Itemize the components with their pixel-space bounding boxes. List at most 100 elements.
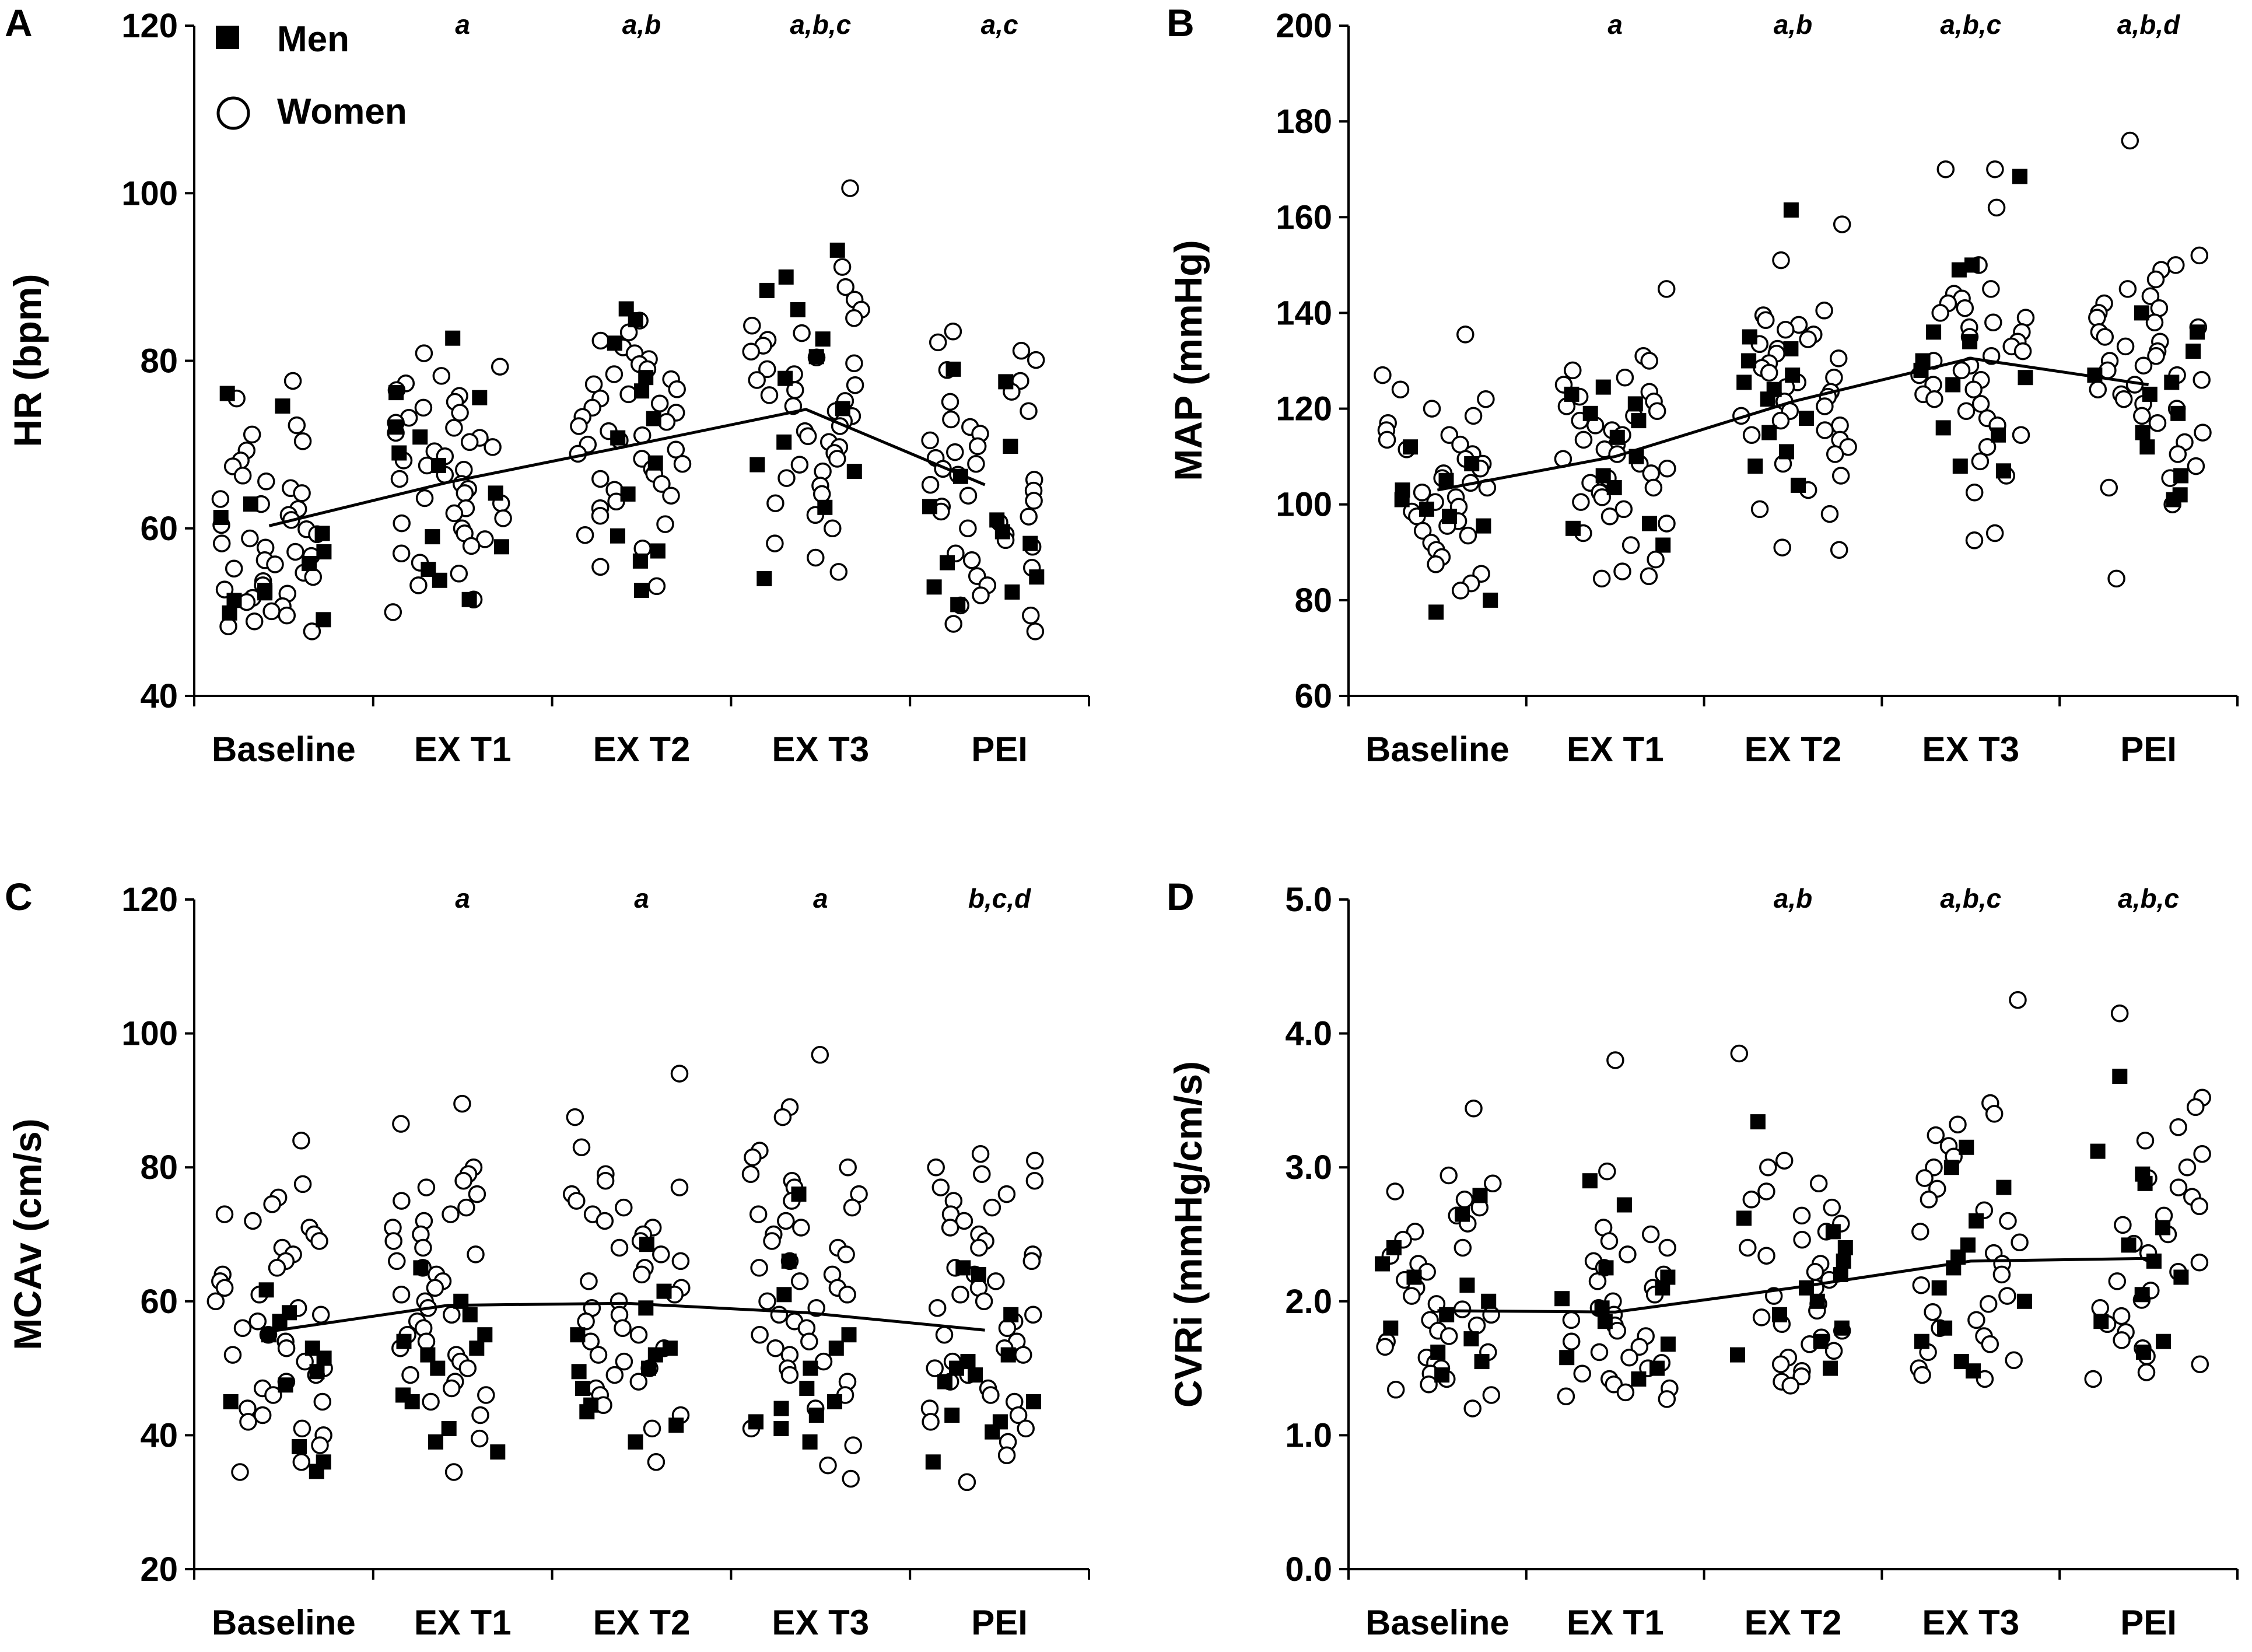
point-women xyxy=(1593,488,1612,506)
point-women xyxy=(206,1292,225,1311)
point-women xyxy=(770,1306,789,1324)
point-men xyxy=(219,386,235,401)
point-men xyxy=(2164,374,2180,390)
point-men xyxy=(316,612,331,628)
point-women xyxy=(1799,330,1817,348)
significance-label: a,b,c xyxy=(790,9,851,40)
point-women xyxy=(584,375,603,393)
point-women xyxy=(1987,198,2006,217)
point-men xyxy=(634,383,650,399)
point-women xyxy=(1826,445,1844,463)
point-women xyxy=(471,1406,489,1424)
point-women xyxy=(470,1429,489,1448)
point-men xyxy=(257,585,273,601)
point-women xyxy=(773,1108,792,1126)
point-men xyxy=(461,592,477,607)
point-women xyxy=(812,485,831,503)
point-women xyxy=(1806,1263,1824,1281)
point-men xyxy=(441,1420,457,1436)
point-women xyxy=(2096,328,2114,346)
point-men xyxy=(1945,377,1961,393)
point-women xyxy=(614,1319,632,1337)
point-women xyxy=(819,1456,837,1475)
point-women xyxy=(1456,326,1475,344)
point-women xyxy=(310,1232,328,1250)
point-women xyxy=(384,603,402,621)
point-women xyxy=(596,1171,615,1190)
point-women xyxy=(926,1359,944,1377)
point-men xyxy=(778,269,794,285)
point-women xyxy=(2169,1118,2187,1136)
point-women xyxy=(1451,582,1470,600)
point-men xyxy=(799,1381,815,1396)
point-men xyxy=(490,1444,506,1460)
x-category-label: EX T2 xyxy=(593,1603,691,1642)
point-women xyxy=(931,1178,950,1196)
point-men xyxy=(610,528,625,544)
point-women xyxy=(1606,1051,1624,1069)
point-women xyxy=(1562,1311,1581,1329)
mean-line xyxy=(268,408,986,527)
point-men xyxy=(639,1237,654,1252)
point-men xyxy=(1959,1139,1974,1155)
point-men xyxy=(2134,305,2149,321)
y-tick-label: 60 xyxy=(140,510,178,548)
point-women xyxy=(1616,1383,1635,1402)
panel-letter: C xyxy=(5,875,33,918)
point-men xyxy=(1799,411,1814,426)
point-women xyxy=(293,1175,312,1194)
point-women xyxy=(1026,1152,1044,1170)
point-men xyxy=(316,1350,332,1366)
point-women xyxy=(670,1178,689,1196)
point-men xyxy=(815,331,831,347)
point-women xyxy=(1757,311,1775,329)
y-tick-label: 160 xyxy=(1276,198,1332,236)
x-category-label: Baseline xyxy=(212,730,356,769)
x-category-label: Baseline xyxy=(1365,730,1509,769)
legend-women-marker xyxy=(216,96,250,130)
point-women xyxy=(1757,1182,1775,1200)
point-women xyxy=(454,1171,472,1190)
point-women xyxy=(1600,1232,1619,1250)
significance-label: b,c,d xyxy=(968,883,1031,914)
point-men xyxy=(1595,379,1611,395)
point-women xyxy=(844,1436,862,1454)
point-women xyxy=(837,1245,855,1264)
point-men xyxy=(1029,569,1045,585)
point-women xyxy=(1831,467,1850,485)
point-women xyxy=(2148,414,2167,432)
point-women xyxy=(293,1419,311,1438)
point-men xyxy=(773,1401,789,1416)
point-women xyxy=(1833,215,1851,233)
point-men xyxy=(1428,604,1444,620)
point-women xyxy=(401,1366,419,1384)
x-category-label: EX T1 xyxy=(1567,730,1664,769)
point-women xyxy=(1775,1152,1794,1170)
point-men xyxy=(944,1408,960,1423)
point-men xyxy=(759,282,775,298)
point-women xyxy=(1413,483,1431,502)
point-women xyxy=(432,367,451,385)
point-men xyxy=(2018,370,2033,386)
point-women xyxy=(671,1252,690,1270)
point-women xyxy=(793,324,811,342)
point-men xyxy=(985,1424,1000,1440)
point-men xyxy=(445,330,461,346)
point-men xyxy=(1772,1307,1787,1322)
point-women xyxy=(842,1469,860,1488)
panel-d: D 0.0 1.0 2.0 3.0 4.0 5.0 Baseline EX T1 EX T2 EX … xyxy=(1167,875,2239,1642)
point-women xyxy=(212,534,231,552)
point-women xyxy=(1658,459,1676,478)
point-women xyxy=(1829,349,1848,368)
point-women xyxy=(1957,402,1976,420)
point-men xyxy=(1565,520,1581,536)
point-men xyxy=(431,458,446,473)
y-tick-label: 5.0 xyxy=(1285,881,1332,919)
panel-b: B 60 80 100 120 140 160 180 200 Baseline EX T1 EX T… xyxy=(1167,1,2239,769)
point-men xyxy=(430,1360,446,1376)
point-women xyxy=(955,1212,973,1230)
point-women xyxy=(836,278,854,296)
point-men xyxy=(846,464,862,480)
significance-label: a,b xyxy=(1774,883,1812,914)
point-women xyxy=(1824,1342,1843,1360)
